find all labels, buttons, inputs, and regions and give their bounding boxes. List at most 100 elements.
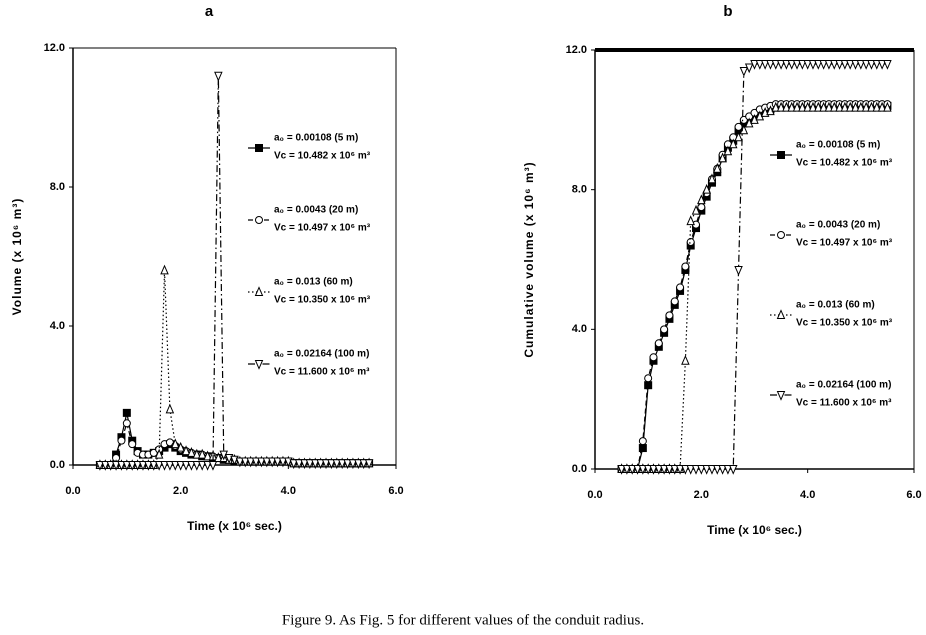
x-tick-label: 2.0 [694, 489, 709, 501]
data-point [681, 354, 690, 365]
data-point [117, 461, 126, 471]
data-point [638, 437, 647, 446]
data-point [289, 459, 298, 470]
x-axis-label: Time (x 10⁶ sec.) [187, 519, 282, 533]
x-tick-label: 4.0 [281, 485, 296, 497]
data-point [138, 461, 148, 471]
data-point [856, 101, 866, 112]
data-point [829, 101, 839, 112]
data-point [181, 461, 191, 471]
data-point [707, 173, 717, 184]
data-point [171, 461, 180, 471]
legend-label: a₀ = 0.02164 (100 m) [274, 349, 369, 360]
data-point [627, 465, 637, 475]
data-point [359, 459, 368, 470]
series-line [621, 103, 888, 470]
data-point [792, 101, 802, 112]
x-tick-label: 4.0 [800, 489, 815, 501]
data-point [101, 461, 110, 471]
legend-marker [255, 216, 263, 224]
data-point [861, 101, 871, 112]
data-point [867, 101, 876, 112]
data-point [659, 465, 669, 475]
y-tick-label: 0.0 [50, 459, 65, 471]
data-point [760, 59, 770, 70]
data-point [877, 59, 887, 70]
data-point [117, 436, 126, 445]
data-point [718, 465, 727, 475]
data-point [257, 457, 266, 468]
y-tick-label: 12.0 [566, 44, 587, 56]
data-point [197, 461, 207, 471]
data-point [197, 448, 207, 459]
data-point [686, 465, 695, 475]
data-point [798, 101, 807, 112]
data-point [728, 465, 738, 475]
data-point [771, 59, 781, 70]
data-point [214, 71, 223, 82]
legend-marker [254, 360, 264, 370]
data-point [814, 101, 823, 112]
legend-label: a₀ = 0.0043 (20 m) [796, 220, 880, 231]
data-point [665, 311, 674, 320]
y-tick-label: 12.0 [44, 42, 65, 54]
data-point [808, 101, 818, 112]
data-point [670, 465, 680, 475]
legend-volume: Vc = 10.350 x 10⁶ m³ [796, 318, 893, 329]
data-point [122, 419, 131, 428]
y-tick-label: 0.0 [572, 463, 587, 475]
data-point [343, 459, 352, 470]
caption: Figure 9. As Fig. 5 for different values… [282, 612, 644, 628]
legend-label: a₀ = 0.00108 (5 m) [274, 133, 358, 144]
data-point [171, 438, 180, 449]
data-point [766, 59, 775, 70]
data-point [803, 101, 812, 112]
data-point [835, 101, 844, 112]
legend-label: a₀ = 0.0043 (20 m) [274, 205, 358, 216]
data-point [332, 459, 342, 470]
data-point [750, 59, 759, 70]
data-point [829, 59, 839, 70]
data-point [300, 459, 309, 470]
data-point [660, 325, 669, 334]
data-point [681, 262, 690, 271]
y-tick-label: 8.0 [50, 181, 65, 193]
data-point [691, 204, 701, 215]
data-point [883, 101, 892, 112]
data-point [702, 183, 711, 194]
data-point [803, 59, 812, 70]
data-point [665, 465, 674, 475]
data-point [787, 101, 796, 112]
data-point [294, 459, 304, 470]
data-point [782, 101, 791, 112]
legend-volume: Vc = 11.600 x 10⁶ m³ [796, 398, 892, 409]
data-point [835, 59, 844, 70]
data-point [305, 459, 315, 470]
data-point [654, 465, 664, 475]
data-point [697, 194, 706, 205]
data-point [241, 457, 250, 468]
data-point [176, 441, 185, 452]
data-point [622, 465, 632, 475]
x-tick-label: 6.0 [388, 485, 403, 497]
data-point [128, 440, 137, 449]
data-point [734, 122, 743, 131]
data-point [348, 459, 358, 470]
x-axis-label: Time (x 10⁶ sec.) [707, 523, 802, 537]
data-point [776, 59, 786, 70]
data-point [723, 465, 733, 475]
data-point [654, 339, 663, 348]
data-point [877, 101, 887, 112]
data-point [814, 59, 823, 70]
data-point [840, 59, 850, 70]
legend-marker [254, 286, 264, 296]
data-point [154, 461, 164, 471]
data-point [824, 59, 834, 70]
data-point [755, 59, 765, 70]
data-point [851, 101, 860, 112]
legend-marker [776, 309, 786, 319]
x-tick-label: 2.0 [173, 485, 188, 497]
legend-volume: Vc = 11.600 x 10⁶ m³ [274, 367, 370, 378]
data-point [782, 59, 791, 70]
